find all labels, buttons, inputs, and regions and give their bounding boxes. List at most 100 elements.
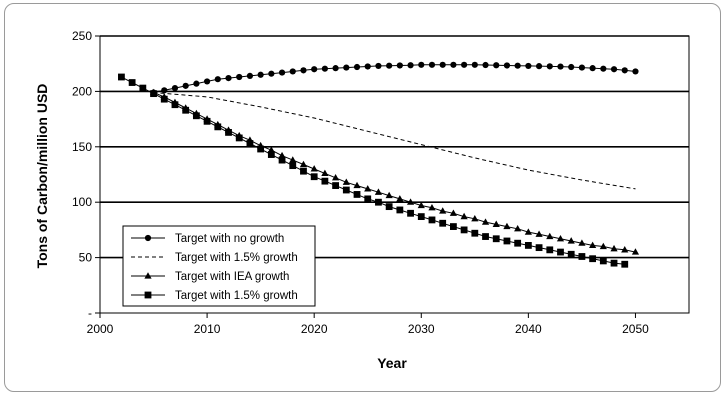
- legend-label: Target with IEA growth: [175, 271, 289, 283]
- marker-circle: [514, 62, 521, 69]
- marker-square: [460, 226, 468, 234]
- marker-circle: [568, 63, 575, 71]
- series-line: [153, 64, 636, 93]
- x-tick-labels: 2000 2010 2020 2030 2040 2050: [87, 322, 649, 336]
- marker-square: [610, 259, 618, 267]
- marker-square: [118, 73, 125, 81]
- marker-square: [150, 90, 157, 98]
- marker-square: [144, 291, 152, 299]
- series-1: [150, 61, 639, 96]
- marker-square: [492, 235, 500, 243]
- marker-circle: [428, 61, 436, 68]
- marker-square: [160, 95, 168, 103]
- marker-triangle: [481, 218, 490, 225]
- marker-circle: [257, 71, 264, 78]
- marker-circle: [182, 82, 189, 89]
- marker-square: [171, 101, 179, 109]
- marker-triangle: [631, 248, 640, 255]
- marker-square: [546, 246, 554, 254]
- marker-square: [514, 239, 522, 247]
- marker-square: [482, 233, 489, 240]
- marker-square: [139, 84, 147, 92]
- x-tick-label: 2030: [408, 322, 435, 336]
- series-layer: [118, 61, 640, 268]
- marker-circle: [450, 61, 457, 68]
- marker-triangle: [385, 191, 393, 199]
- marker-triangle: [353, 181, 361, 189]
- x-tick-label: 2010: [194, 322, 221, 336]
- marker-circle: [439, 61, 446, 68]
- marker-triangle: [278, 151, 286, 159]
- y-tick-label: 100: [72, 195, 92, 209]
- marker-square: [182, 106, 190, 114]
- marker-circle: [600, 65, 607, 72]
- legend-entry: Target with 1.5% growth: [131, 290, 298, 302]
- marker-triangle: [310, 165, 318, 172]
- marker-square: [385, 203, 393, 211]
- marker-square: [128, 79, 136, 86]
- marker-square: [557, 248, 564, 256]
- marker-circle: [225, 75, 232, 82]
- marker-triangle: [332, 174, 340, 181]
- marker-circle: [311, 66, 318, 73]
- marker-square: [471, 229, 479, 237]
- series-line: [153, 92, 636, 253]
- marker-circle: [503, 62, 511, 69]
- series-line: [153, 92, 636, 190]
- marker-circle: [557, 63, 564, 70]
- marker-square: [503, 237, 511, 245]
- marker-triangle: [396, 195, 404, 202]
- marker-circle: [246, 72, 254, 79]
- x-axis-title: Year: [377, 355, 407, 371]
- y-tick-label: 250: [72, 29, 92, 43]
- marker-triangle: [428, 203, 436, 211]
- marker-square: [439, 219, 447, 227]
- marker-square: [225, 128, 232, 136]
- marker-circle: [203, 78, 211, 85]
- marker-triangle: [599, 242, 607, 250]
- marker-square: [407, 209, 414, 217]
- marker-square: [599, 257, 607, 265]
- marker-triangle: [417, 201, 425, 209]
- series-4: [118, 73, 629, 268]
- x-tick-label: 2000: [87, 322, 114, 336]
- y-tick-label: 200: [72, 84, 92, 98]
- marker-circle: [171, 84, 179, 92]
- marker-circle: [144, 234, 152, 242]
- marker-circle: [461, 61, 468, 68]
- marker-triangle: [492, 220, 500, 227]
- marker-triangle: [289, 156, 297, 163]
- marker-triangle: [299, 160, 308, 168]
- marker-square: [267, 151, 275, 158]
- marker-triangle: [267, 146, 275, 153]
- marker-triangle: [321, 169, 329, 176]
- marker-triangle: [535, 230, 543, 237]
- marker-circle: [621, 67, 628, 74]
- marker-circle: [268, 70, 275, 77]
- marker-square: [524, 242, 532, 249]
- marker-circle: [578, 64, 586, 71]
- marker-circle: [375, 62, 382, 70]
- marker-circle: [525, 62, 532, 70]
- marker-circle: [278, 69, 286, 76]
- marker-square: [353, 191, 361, 198]
- marker-triangle: [374, 188, 383, 195]
- marker-square: [621, 260, 629, 268]
- marker-square: [342, 186, 350, 194]
- x-tick-label: 2020: [301, 322, 328, 336]
- marker-circle: [236, 73, 243, 81]
- legend-label: Target with 1.5% growth: [175, 290, 298, 302]
- marker-circle: [632, 68, 639, 75]
- y-tick-label: -: [88, 306, 92, 320]
- marker-triangle: [621, 246, 629, 253]
- marker-square: [428, 216, 436, 224]
- marker-square: [278, 156, 286, 164]
- marker-triangle: [556, 234, 565, 242]
- marker-square: [589, 255, 597, 263]
- marker-square: [396, 206, 404, 214]
- marker-circle: [364, 63, 371, 70]
- marker-square: [203, 117, 211, 125]
- marker-circle: [482, 61, 489, 69]
- marker-square: [257, 145, 265, 153]
